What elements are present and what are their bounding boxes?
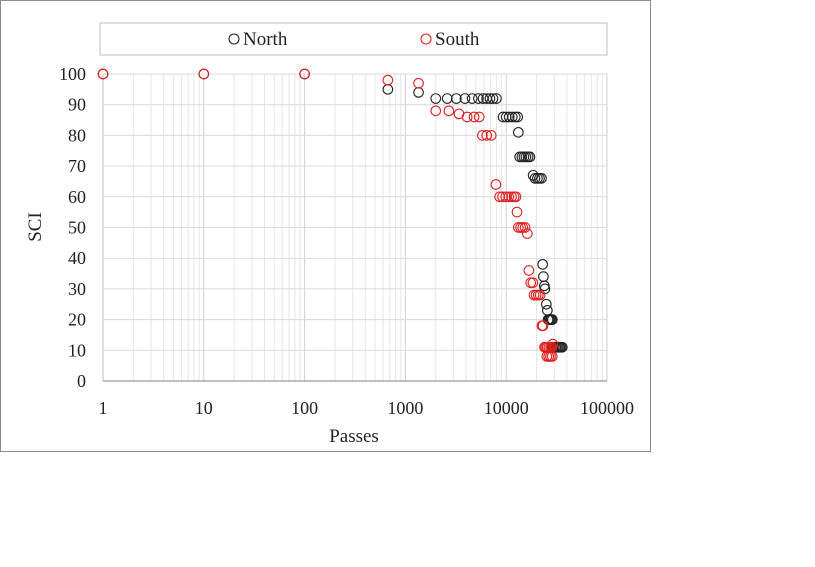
scatter-chart: North South 1 10 100 1000 10000 100000 0 10 20 30 4… xyxy=(25,22,634,447)
data-point-north xyxy=(503,111,515,123)
x-axis-title: Passes xyxy=(329,426,379,447)
series-south xyxy=(97,68,559,362)
data-point-north xyxy=(466,93,478,104)
y-tick-label: 100 xyxy=(59,64,86,84)
legend-marker-south xyxy=(420,33,432,45)
legend-box xyxy=(99,22,608,56)
y-axis-title: SCI xyxy=(25,212,46,242)
data-point-north xyxy=(491,93,502,104)
y-tick-label: 30 xyxy=(68,279,86,299)
data-point-south xyxy=(382,74,394,86)
data-point-south xyxy=(506,191,517,203)
x-tick-label: 10 xyxy=(195,398,213,418)
data-point-north xyxy=(382,83,394,95)
data-point-south xyxy=(473,111,485,123)
data-point-south xyxy=(198,68,210,80)
data-point-north xyxy=(450,93,462,104)
data-point-north xyxy=(441,93,453,104)
x-tick-label: 1000 xyxy=(387,398,423,418)
data-point-south xyxy=(527,277,539,289)
axes xyxy=(102,74,607,382)
data-point-south xyxy=(525,277,537,289)
grid xyxy=(102,73,608,382)
y-tick-label: 0 xyxy=(77,371,86,391)
data-point-south xyxy=(523,265,535,276)
data-point-north xyxy=(536,173,547,184)
data-point-south xyxy=(481,130,493,141)
data-point-north xyxy=(512,111,524,123)
data-point-north xyxy=(540,298,552,310)
data-point-south xyxy=(413,77,424,89)
data-point-north xyxy=(542,305,553,316)
chart-frame: North South 1 10 100 1000 10000 100000 0 10 20 30 4… xyxy=(0,0,651,452)
x-tick-label: 1 xyxy=(99,398,108,418)
data-point-south xyxy=(510,191,522,203)
y-tick-label: 80 xyxy=(68,125,86,145)
legend: North South xyxy=(228,29,480,50)
data-point-south xyxy=(547,338,559,350)
legend-label-north: North xyxy=(243,29,288,50)
data-point-north xyxy=(487,93,499,104)
data-point-south xyxy=(534,289,546,301)
y-tick-label: 70 xyxy=(68,156,86,176)
data-points xyxy=(97,68,568,362)
data-point-south xyxy=(521,228,533,239)
data-point-north xyxy=(529,173,541,184)
data-point-south xyxy=(299,68,310,80)
data-point-south xyxy=(468,111,480,123)
data-point-south xyxy=(97,68,109,80)
legend-label-south: South xyxy=(435,29,480,50)
data-point-south xyxy=(519,222,531,233)
x-tick-label: 10000 xyxy=(484,398,529,418)
data-point-south xyxy=(537,320,549,332)
data-point-south xyxy=(511,206,523,218)
y-tick-label: 50 xyxy=(68,218,86,238)
data-point-north xyxy=(547,314,558,325)
data-point-north xyxy=(556,341,568,353)
data-point-north xyxy=(513,126,524,138)
data-point-south xyxy=(485,130,497,141)
data-point-south xyxy=(443,105,455,117)
legend-marker-north xyxy=(228,33,240,45)
data-point-north xyxy=(524,151,536,163)
data-point-north xyxy=(484,93,496,104)
data-point-south xyxy=(497,191,508,203)
data-point-north xyxy=(473,93,484,104)
data-point-south xyxy=(477,130,488,141)
x-tick-label: 100 xyxy=(291,398,318,418)
tick-labels: 1 10 100 1000 10000 100000 0 10 20 30 40 50 60 70 80 90… xyxy=(59,64,634,418)
data-point-south xyxy=(490,179,502,190)
data-point-south xyxy=(500,191,512,203)
data-point-south xyxy=(503,191,515,203)
data-point-north xyxy=(509,111,521,123)
y-tick-label: 90 xyxy=(68,95,86,115)
data-point-north xyxy=(459,93,471,104)
y-tick-label: 60 xyxy=(68,187,86,207)
data-point-north xyxy=(430,93,442,104)
y-tick-label: 20 xyxy=(68,310,86,330)
data-point-north xyxy=(537,258,549,270)
x-tick-label: 100000 xyxy=(580,398,634,418)
y-tick-label: 10 xyxy=(68,340,86,360)
data-point-north xyxy=(538,271,549,282)
data-point-south xyxy=(461,111,473,123)
data-point-north xyxy=(413,87,424,98)
data-point-south xyxy=(546,351,558,362)
data-point-north xyxy=(506,111,518,123)
data-point-south xyxy=(430,105,442,117)
y-tick-label: 40 xyxy=(68,248,86,268)
